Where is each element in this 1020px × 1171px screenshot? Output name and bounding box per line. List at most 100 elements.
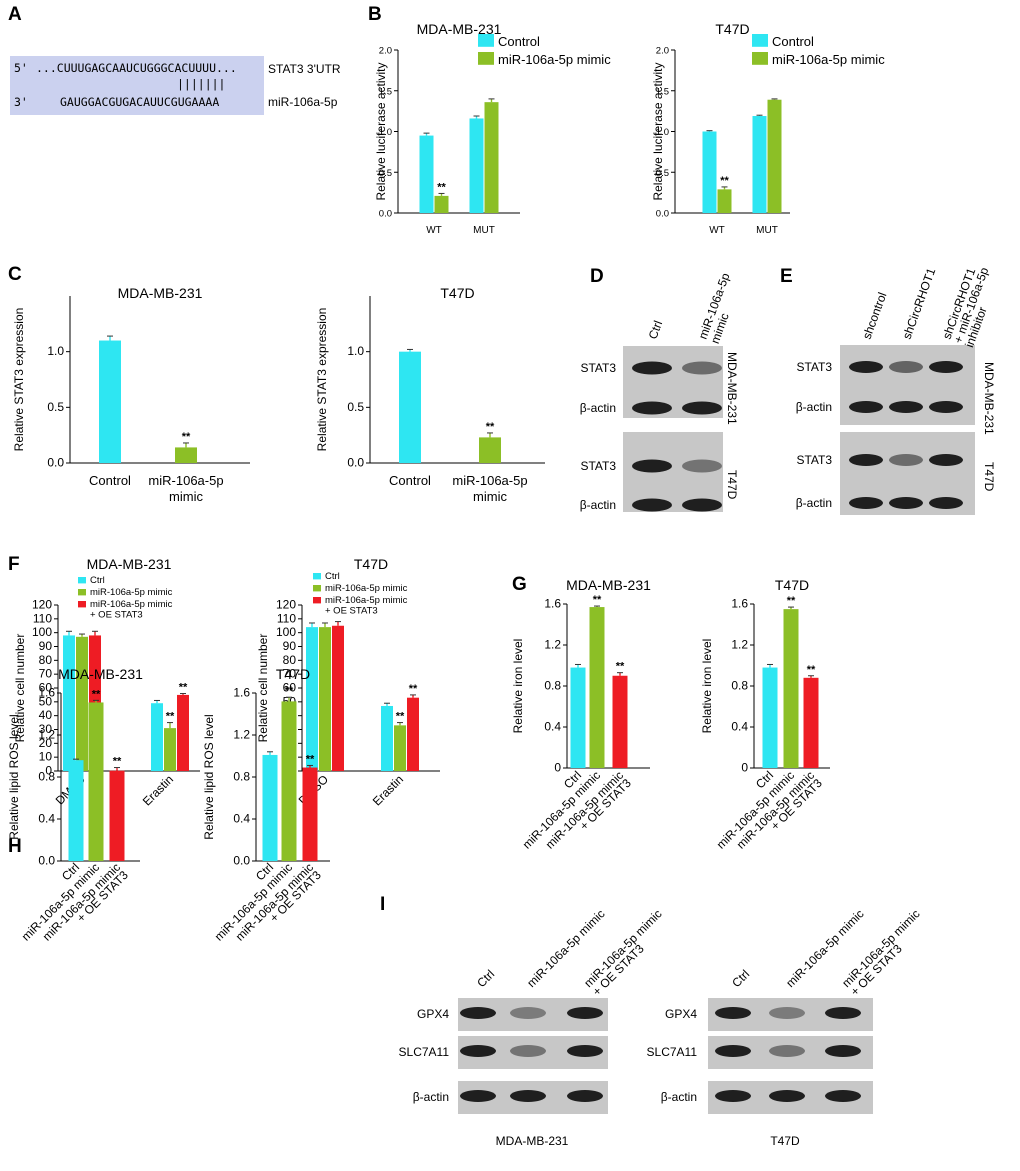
bar (469, 118, 484, 213)
blot-lane-label: Ctrl (646, 319, 666, 341)
bar (434, 195, 449, 213)
chart-b1: MDA-MB-231 0.0 0.5 1.0 1.5 2.0 Relative lucife… (374, 21, 611, 236)
legend-swatch (752, 52, 768, 65)
legend-swatch (78, 589, 86, 596)
blot-lane-label: Ctrl (729, 967, 752, 990)
chart-g1: MDA-MB-231 0 0.4 0.8 1.2 1.6 Relative iron lev… (511, 577, 651, 852)
panel-d-blot: STAT3 β-actin STAT3 β-actin Ctrl miR-106a-5pm… (580, 271, 739, 512)
y-tick-label: 70 (39, 667, 53, 681)
bar (164, 728, 176, 771)
bar (484, 102, 499, 213)
panel-label-g: G (512, 574, 527, 595)
blot-membrane (840, 345, 975, 425)
bar (803, 677, 819, 768)
y-tick-label: 60 (283, 681, 297, 695)
y-tick-label: 0.4 (38, 812, 55, 826)
significance-label: ** (593, 594, 602, 606)
significance-label: ** (92, 688, 101, 700)
blot-band (825, 1045, 861, 1057)
blot-lane-label: shCircRHOT1+ miR-106a-5pinhibitor (940, 261, 1003, 349)
category-label: Erastin (140, 772, 176, 808)
legend-label: miR-106a-5p mimic (325, 583, 408, 594)
pairing-lines: ||||||| (177, 77, 225, 91)
significance-label: ** (807, 664, 816, 676)
category-label: MUT (473, 225, 495, 236)
legend-swatch (478, 52, 494, 65)
significance-label: ** (306, 753, 315, 765)
category-label: WT (426, 225, 442, 236)
blot-band (715, 1045, 751, 1057)
category-label: MUT (756, 225, 778, 236)
panel-label-c: C (8, 264, 22, 285)
y-tick-label: 0.4 (544, 720, 561, 734)
blot-row-label: β-actin (580, 498, 616, 512)
y-tick-label: 1.0 (379, 127, 392, 138)
blot-row-label: STAT3 (796, 360, 832, 374)
y-tick-label: 0.0 (233, 854, 250, 868)
blot-band (682, 498, 722, 512)
legend-swatch (313, 597, 321, 604)
y-tick-label: 1.6 (233, 686, 250, 700)
y-tick-label: 50 (39, 694, 53, 708)
panel-a-sequence: 5' ...CUUUGAGCAAUCUGGGCACUUUU... STAT3 3… (10, 56, 341, 115)
legend-label: miR-106a-5p mimic (498, 52, 611, 67)
legend-swatch (78, 577, 86, 584)
bar (68, 760, 84, 861)
blot-band (769, 1007, 805, 1019)
y-tick-label: 120 (276, 598, 296, 612)
chart-title: T47D (354, 556, 388, 572)
blot-cell-label: MDA-MB-231 (982, 362, 996, 435)
chart-title: MDA-MB-231 (58, 666, 143, 682)
y-tick-label: 1.2 (38, 728, 55, 742)
significance-label: ** (396, 711, 405, 723)
significance-label: ** (179, 682, 188, 694)
chart-title: T47D (440, 285, 474, 301)
blot-band (715, 1007, 751, 1019)
panel-label-h: H (8, 836, 22, 857)
legend-label: Control (772, 34, 814, 49)
y-axis-label: Relative lipid ROS level (202, 714, 216, 839)
significance-label: ** (166, 711, 175, 723)
panel-label-i: I (380, 894, 385, 915)
y-axis-label: Relative luciferase activity (374, 62, 388, 200)
y-tick-label: 90 (283, 639, 297, 653)
mir-sequence: GAUGGACGUGACAUUCGUGAAAA (60, 95, 219, 109)
y-tick-label: 20 (39, 736, 53, 750)
charts-layer: MDA-MB-231 0.0 0.5 1.0 1.5 2.0 Relative lucife… (7, 21, 885, 944)
panel-label-d: D (590, 266, 604, 287)
y-tick-label: 0.4 (731, 720, 748, 734)
bar (381, 705, 393, 771)
blot-band (632, 401, 672, 415)
legend-swatch (313, 573, 321, 580)
legend-label: miR-106a-5p mimic + OE STAT3 (325, 595, 408, 617)
bar (767, 99, 782, 213)
y-axis-label: Relative STAT3 expression (12, 308, 26, 452)
bar (151, 703, 163, 771)
blot-band (682, 401, 722, 415)
utr-prefix: 5' (14, 61, 28, 75)
blot-row-label: β-actin (580, 401, 616, 415)
category-label: miR-106a-5p mimic (452, 473, 527, 504)
blot-row-label: GPX4 (665, 1007, 697, 1021)
legend-label: Ctrl (325, 571, 340, 582)
utr-label: STAT3 3'UTR (268, 62, 341, 76)
significance-label: ** (409, 683, 418, 695)
blot-row-label: β-actin (413, 1090, 449, 1104)
y-tick-label: 80 (39, 653, 53, 667)
blot-band (889, 361, 923, 373)
y-tick-label: 0.0 (38, 854, 55, 868)
blot-band (769, 1090, 805, 1102)
bar (76, 636, 88, 771)
blot-row-label: β-actin (796, 400, 832, 414)
y-axis-label: Relative STAT3 expression (315, 308, 329, 452)
bar (63, 635, 75, 771)
bar (612, 675, 628, 768)
bar (762, 667, 778, 768)
legend-swatch (78, 601, 86, 608)
significance-label: ** (113, 756, 122, 768)
significance-label: ** (285, 685, 294, 697)
y-tick-label: 1.0 (47, 344, 64, 358)
legend-swatch (478, 34, 494, 47)
blot-band (510, 1007, 546, 1019)
